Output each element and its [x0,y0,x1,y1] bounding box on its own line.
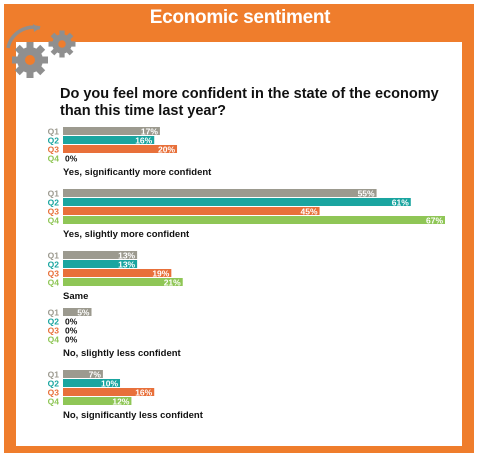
data-label: 17% [141,127,158,137]
data-label: 0% [65,326,78,336]
bar-q1 [63,127,160,135]
data-label: 67% [426,216,443,226]
data-label: 13% [118,260,135,270]
series-label-q4: Q4 [48,397,60,407]
series-label-q4: Q4 [48,154,60,164]
series-label-q1: Q1 [48,370,60,380]
gears-icon [6,24,76,78]
bar-q1 [63,189,377,197]
data-label: 10% [101,379,118,389]
page-title: Economic sentiment [149,7,331,28]
bar-q3 [63,145,178,153]
series-label-q4: Q4 [48,216,60,226]
data-label: 0% [65,335,78,345]
question-title: Do you feel more confident in the state … [60,86,439,119]
series-label-q3: Q3 [48,145,60,155]
data-label: 5% [77,308,90,318]
data-label: 21% [164,278,181,288]
bar-q3 [63,269,172,277]
bar-q2 [63,136,155,144]
series-label-q4: Q4 [48,278,60,288]
data-label: 19% [152,269,169,279]
series-label-q3: Q3 [48,269,60,279]
series-label-q2: Q2 [48,198,60,208]
series-label-q1: Q1 [48,189,60,199]
bar-q3 [63,207,320,215]
series-label-q3: Q3 [48,326,60,336]
data-label: 7% [89,370,102,380]
data-label: 45% [301,207,318,217]
series-label-q2: Q2 [48,317,60,327]
series-label-q2: Q2 [48,379,60,389]
series-label-q2: Q2 [48,260,60,270]
bar-q4 [63,216,445,224]
series-label-q3: Q3 [48,388,60,398]
category-label: Same [63,291,88,302]
series-label-q1: Q1 [48,308,60,318]
series-label-q3: Q3 [48,207,60,217]
data-label: 0% [65,317,78,327]
data-label: 20% [158,145,175,155]
category-label: Yes, slightly more confident [63,229,190,240]
data-label: 16% [135,388,152,398]
category-label: No, slightly less confident [63,348,182,359]
bar-q4 [63,278,183,286]
bar-q2 [63,260,138,268]
category-label: No, significantly less confident [63,410,204,421]
data-label: 13% [118,251,135,261]
chart-panel [16,42,462,446]
data-label: 16% [135,136,152,146]
bar-q2 [63,379,121,387]
series-label-q4: Q4 [48,335,60,345]
series-label-q1: Q1 [48,127,60,137]
data-label: 55% [358,189,375,199]
bar-q1 [63,251,138,259]
data-label: 61% [392,198,409,208]
series-label-q2: Q2 [48,136,60,146]
data-label: 0% [65,154,78,164]
bar-q1 [63,370,103,378]
data-label: 12% [112,397,129,407]
bar-q1 [63,308,92,316]
series-label-q1: Q1 [48,251,60,261]
bar-q4 [63,397,132,405]
bar-q2 [63,198,411,206]
category-label: Yes, significantly more confident [63,167,212,178]
bar-q3 [63,388,155,396]
